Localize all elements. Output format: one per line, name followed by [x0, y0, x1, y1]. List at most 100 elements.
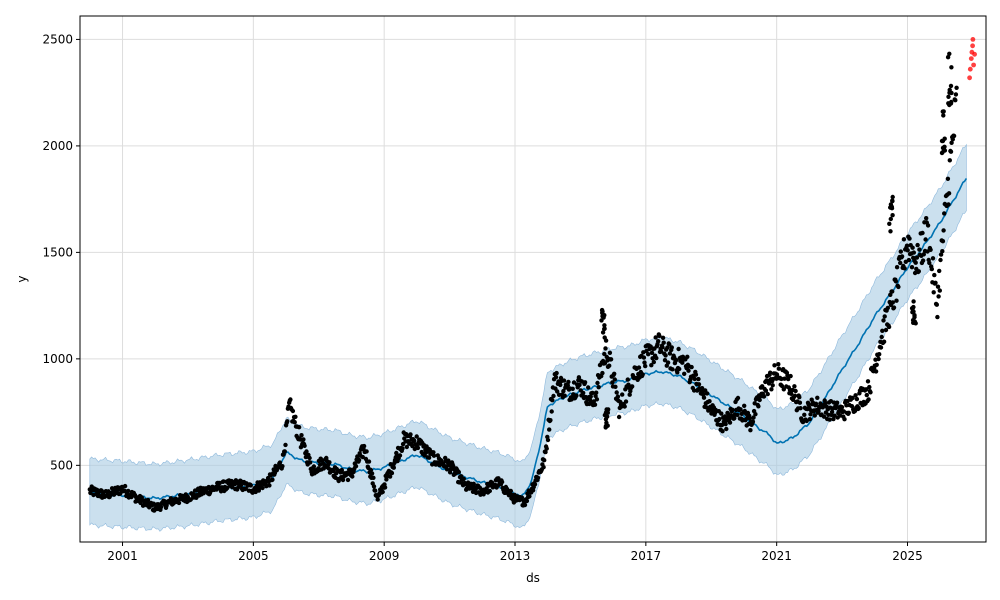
observed-point	[906, 257, 912, 263]
observed-point	[827, 417, 832, 422]
observed-point	[865, 379, 871, 384]
observed-point	[856, 406, 861, 411]
observed-point	[387, 474, 393, 479]
observed-point	[593, 393, 598, 399]
observed-point	[939, 150, 945, 156]
y-axis-ticks: 500 1000 1500 2000 2500	[42, 32, 80, 472]
observed-point	[850, 395, 855, 401]
observed-point	[769, 387, 774, 392]
observed-point	[548, 418, 553, 423]
observed-point	[535, 475, 541, 480]
observed-point	[766, 381, 772, 386]
observed-point	[661, 340, 666, 345]
observed-point	[936, 294, 941, 299]
observed-point	[776, 362, 781, 367]
observed-point	[461, 476, 466, 482]
observed-point	[727, 416, 732, 422]
observed-point	[561, 378, 567, 383]
uncertainty-band	[89, 143, 967, 532]
observed-point	[456, 469, 461, 475]
observed-point	[761, 394, 767, 399]
observed-point	[942, 148, 948, 153]
observed-point	[630, 384, 635, 389]
observed-point	[444, 467, 450, 472]
observed-point	[902, 266, 907, 271]
observed-point	[451, 464, 456, 469]
observed-point	[720, 429, 725, 434]
observed-point	[126, 488, 131, 494]
observed-point	[662, 358, 668, 363]
x-axis-title: ds	[526, 571, 540, 585]
observed-point	[603, 410, 609, 415]
observed-point	[935, 314, 940, 320]
observed-point	[757, 397, 762, 403]
observed-point	[930, 256, 936, 261]
x-axis-ticks: 2001 2005 2009 2013 2017 2021 2025	[107, 542, 923, 563]
observed-point	[431, 453, 437, 458]
observed-point	[145, 497, 151, 503]
observed-point	[876, 356, 881, 362]
observed-point	[786, 376, 791, 382]
outlier-point	[967, 66, 973, 72]
observed-point	[651, 359, 656, 365]
observed-point	[946, 94, 951, 100]
observed-point	[696, 382, 702, 387]
observed-point	[660, 335, 666, 340]
outlier-point	[968, 56, 974, 61]
observed-point	[412, 438, 417, 443]
observed-point	[364, 449, 369, 454]
x-tick-label: 2021	[761, 549, 792, 563]
y-tick-label: 500	[50, 458, 73, 472]
observed-point	[640, 372, 645, 377]
observed-point	[947, 158, 952, 163]
observed-point	[735, 412, 740, 418]
observed-point	[590, 390, 595, 396]
observed-point	[904, 243, 910, 248]
outlier-point	[967, 75, 972, 81]
observed-point	[899, 254, 905, 259]
observed-point	[920, 258, 926, 263]
observed-point	[911, 250, 916, 255]
observed-point	[890, 213, 895, 218]
observed-point	[656, 339, 661, 344]
observed-point	[768, 370, 773, 375]
observed-point	[547, 427, 552, 432]
observed-point	[735, 395, 741, 401]
observed-point	[947, 87, 952, 93]
observed-point	[909, 306, 915, 311]
observed-point	[558, 382, 563, 388]
observed-point	[551, 393, 556, 399]
observed-point	[391, 465, 396, 470]
observed-point	[243, 486, 248, 491]
observed-point	[910, 245, 915, 250]
observed-point	[949, 65, 954, 70]
observed-point	[951, 133, 957, 139]
observed-point	[853, 393, 858, 398]
observed-point	[508, 488, 513, 494]
observed-point	[653, 335, 658, 340]
observed-point	[911, 299, 916, 304]
observed-point	[779, 383, 785, 389]
observed-point	[646, 352, 651, 357]
observed-point	[603, 346, 608, 351]
observed-point	[636, 365, 642, 370]
observed-point	[602, 335, 607, 340]
observed-point	[941, 228, 946, 233]
observed-point	[867, 384, 872, 390]
observed-point	[890, 300, 895, 305]
plot-frame	[79, 15, 987, 543]
observed-point	[380, 489, 385, 495]
observed-point	[946, 202, 951, 207]
observed-point	[615, 394, 621, 399]
observed-point	[415, 445, 421, 451]
observed-point	[667, 351, 673, 356]
observed-point	[686, 368, 691, 373]
observed-point	[382, 485, 388, 490]
observed-point	[581, 390, 586, 396]
observed-point	[921, 252, 926, 257]
y-tick-label: 2000	[42, 139, 73, 153]
observed-point	[550, 398, 555, 403]
observed-points	[87, 51, 959, 513]
observed-point	[846, 410, 851, 415]
observed-point	[373, 488, 378, 493]
